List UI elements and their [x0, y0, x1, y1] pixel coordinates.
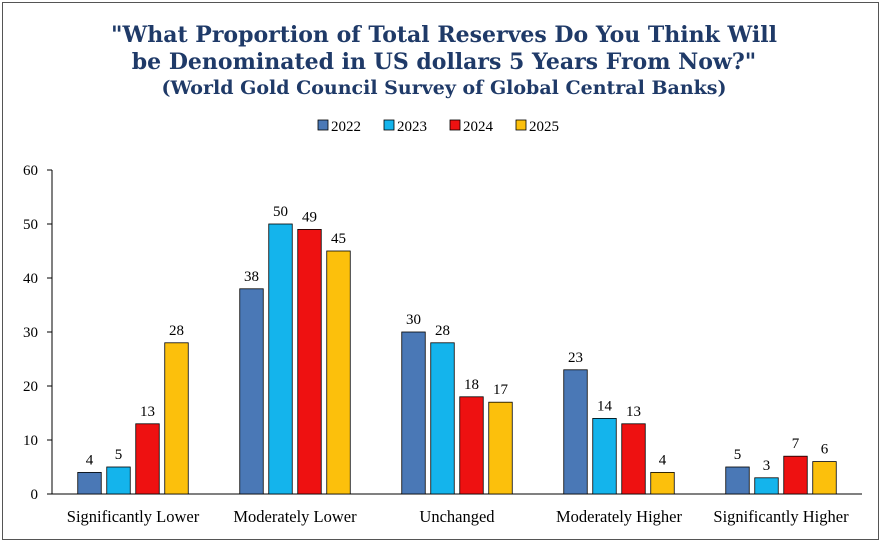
- data-label-2025: 4: [659, 452, 667, 468]
- legend-swatch-2023: [383, 119, 395, 131]
- bars: [77, 223, 837, 495]
- legend: 2022 2023 2024 2025: [317, 119, 559, 135]
- bar-2022: [401, 331, 426, 495]
- x-axis: Significantly Lower Moderately Lower Uncha…: [52, 493, 862, 526]
- data-label-2024: 7: [792, 436, 800, 452]
- bar-2025: [326, 250, 351, 495]
- x-category-label: Significantly Lower: [67, 507, 200, 526]
- y-tick-label: 0: [31, 487, 39, 503]
- x-category-label: Moderately Lower: [233, 507, 357, 526]
- bar-2024: [135, 423, 160, 495]
- data-label-2025: 28: [169, 323, 184, 339]
- data-label-2024: 18: [464, 377, 479, 393]
- bar-2022: [725, 466, 750, 495]
- y-tick-label: 10: [23, 433, 38, 449]
- legend-label-2025: 2025: [529, 119, 559, 135]
- data-label-2023: 5: [115, 447, 123, 463]
- data-label-2025: 6: [821, 442, 829, 458]
- bar-2023: [430, 342, 455, 495]
- bar-2025: [650, 471, 675, 495]
- data-label-2022: 5: [734, 447, 742, 463]
- bar-2022: [77, 471, 102, 495]
- bar-2022: [563, 369, 588, 495]
- chart-subtitle: (World Gold Council Survey of Global Cen…: [162, 77, 727, 99]
- x-category-label: Significantly Higher: [713, 507, 849, 526]
- bar-2022: [239, 288, 264, 495]
- bar-2024: [783, 455, 808, 495]
- y-tick-label: 20: [23, 379, 38, 395]
- data-label-2023: 50: [273, 204, 288, 220]
- data-label-2023: 28: [435, 323, 450, 339]
- bar-2023: [106, 466, 131, 495]
- data-label-2025: 17: [493, 382, 509, 398]
- y-tick-label: 40: [23, 271, 38, 287]
- bar-2025: [488, 401, 513, 495]
- data-label-2022: 30: [406, 312, 421, 328]
- data-label-2022: 38: [244, 269, 259, 285]
- chart-title-line-1: "What Proportion of Total Reserves Do Yo…: [111, 22, 777, 48]
- data-label-2024: 13: [140, 404, 155, 420]
- bar-2024: [621, 423, 646, 495]
- bar-2024: [459, 396, 484, 495]
- y-tick-label: 30: [23, 325, 38, 341]
- y-tick-label: 60: [23, 163, 38, 179]
- legend-swatch-2022: [317, 119, 329, 131]
- data-label-2022: 4: [86, 452, 94, 468]
- legend-swatch-2025: [515, 119, 527, 131]
- x-category-label: Moderately Higher: [556, 507, 683, 526]
- data-label-2022: 23: [568, 350, 583, 366]
- data-label-2025: 45: [331, 231, 346, 247]
- data-label-2024: 13: [626, 404, 641, 420]
- chart-title-line-2: be Denominated in US dollars 5 Years Fro…: [132, 49, 756, 75]
- legend-label-2022: 2022: [331, 119, 361, 135]
- bar-2023: [754, 477, 779, 495]
- bar-2023: [268, 223, 293, 495]
- legend-label-2023: 2023: [397, 119, 427, 135]
- data-label-2024: 49: [302, 209, 317, 225]
- bar-2025: [164, 342, 189, 495]
- legend-swatch-2024: [449, 119, 461, 131]
- bar-2023: [592, 417, 617, 495]
- y-axis: 0 10 20 30 40 50 60: [23, 163, 53, 503]
- legend-label-2024: 2024: [463, 119, 494, 135]
- data-label-2023: 3: [763, 458, 771, 474]
- x-category-label: Unchanged: [419, 507, 495, 526]
- bar-2024: [297, 228, 322, 495]
- data-label-2023: 14: [597, 398, 613, 414]
- bar-2025: [812, 461, 837, 495]
- y-tick-label: 50: [23, 217, 38, 233]
